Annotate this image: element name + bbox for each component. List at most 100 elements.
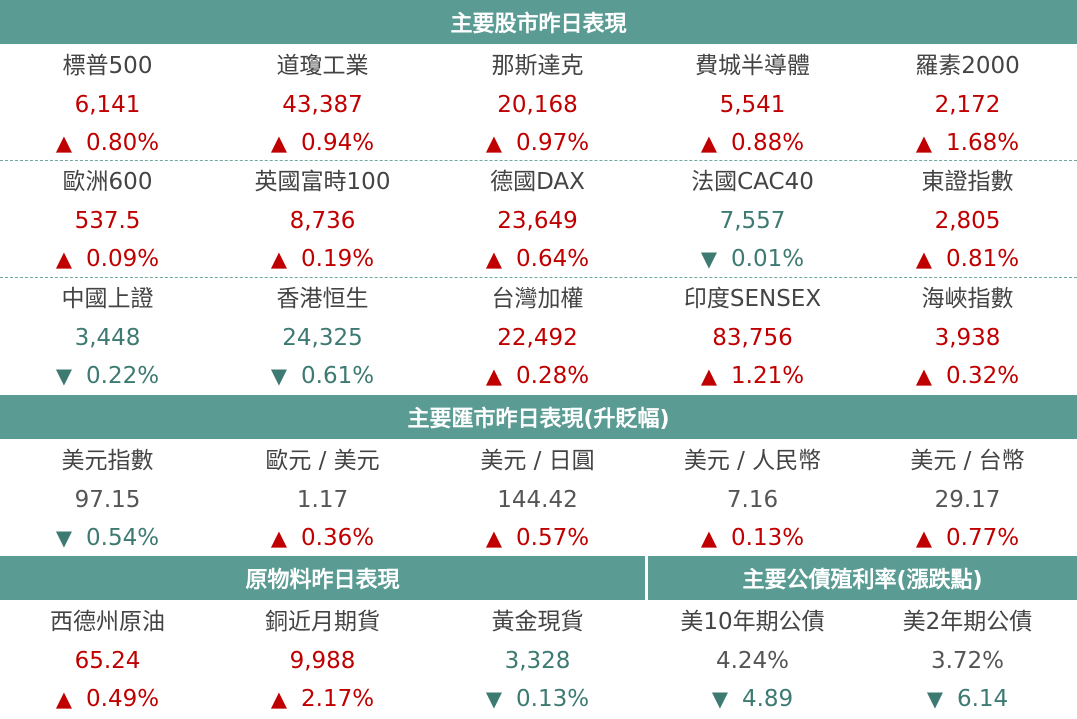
quote-value: 3,448 [74, 324, 141, 351]
quote-change: ▼ 4.89 [645, 680, 860, 719]
quote-change: ▲ 0.94% [215, 124, 430, 163]
quote-name: 銅近月期貨 [265, 608, 380, 635]
quote-name: 道瓊工業 [276, 52, 369, 79]
quote-change-value: 0.13% [516, 686, 590, 713]
quote-name: 那斯達克 [491, 52, 584, 79]
up-arrow-icon: ▲ [270, 687, 288, 712]
quote-change: ▲ 0.88% [645, 124, 860, 163]
up-arrow-icon: ▲ [485, 526, 503, 551]
quote-change-value: 0.01% [731, 246, 805, 273]
commodities-section-header: 原物料昨日表現 [0, 556, 645, 600]
quote-value: 8,736 [289, 207, 356, 234]
quote-change: ▼ 0.13% [430, 680, 645, 719]
quote-change: ▲ 0.13% [645, 519, 860, 558]
quote-name: 羅素2000 [915, 52, 1020, 79]
quote-value: 9,988 [289, 647, 356, 674]
up-arrow-icon: ▲ [270, 247, 288, 272]
quote-change-value: 1.68% [946, 130, 1020, 157]
quote-cell: 銅近月期貨 9,988 ▲ 2.17% [215, 603, 430, 719]
quote-change: ▼ 0.54% [0, 519, 215, 558]
up-arrow-icon: ▲ [700, 131, 718, 156]
quote-name: 費城半導體 [695, 52, 810, 79]
quote-value: 2,805 [934, 207, 1001, 234]
quote-name: 黃金現貨 [491, 608, 584, 635]
quote-change-value: 0.09% [86, 246, 160, 273]
up-arrow-icon: ▲ [270, 526, 288, 551]
quote-change-value: 0.61% [301, 363, 375, 390]
quote-change-value: 6.14 [956, 686, 1009, 713]
quote-cell: 美元 / 人民幣 7.16 ▲ 0.13% [645, 442, 860, 558]
quote-cell: 美2年期公債 3.72% ▼ 6.14 [860, 603, 1075, 719]
quote-name: 美10年期公債 [680, 608, 825, 635]
quote-value: 144.42 [497, 486, 578, 513]
quote-name: 西德州原油 [50, 608, 165, 635]
up-arrow-icon: ▲ [485, 131, 503, 156]
quote-change: ▲ 0.57% [430, 519, 645, 558]
quote-name: 東證指數 [921, 168, 1014, 195]
quote-name: 印度SENSEX [683, 285, 822, 312]
quote-value: 537.5 [74, 207, 141, 234]
fx-section-header: 主要匯市昨日表現(升貶幅) [0, 395, 1077, 439]
quote-value: 6,141 [74, 91, 141, 118]
quote-change: ▲ 0.19% [215, 240, 430, 279]
quote-value: 24,325 [282, 324, 363, 351]
quote-name: 美元 / 人民幣 [683, 447, 822, 474]
quote-change: ▼ 6.14 [860, 680, 1075, 719]
quote-value: 29.17 [934, 486, 1001, 513]
quote-cell: 美10年期公債 4.24% ▼ 4.89 [645, 603, 860, 719]
quote-cell: 標普500 6,141 ▲ 0.80% [0, 47, 215, 163]
quote-cell: 美元指數 97.15 ▼ 0.54% [0, 442, 215, 558]
up-arrow-icon: ▲ [700, 526, 718, 551]
quote-change: ▲ 1.68% [860, 124, 1075, 163]
quote-change-value: 1.21% [731, 363, 805, 390]
up-arrow-icon: ▲ [485, 247, 503, 272]
quote-name: 德國DAX [490, 168, 585, 195]
quote-change: ▲ 0.77% [860, 519, 1075, 558]
quote-name: 美元指數 [61, 447, 154, 474]
quote-change-value: 0.32% [946, 363, 1020, 390]
up-arrow-icon: ▲ [915, 247, 933, 272]
quote-change: ▼ 0.61% [215, 357, 430, 396]
quote-change-value: 0.19% [301, 246, 375, 273]
quote-value: 23,649 [497, 207, 578, 234]
quote-change-value: 0.88% [731, 130, 805, 157]
quote-name: 歐洲600 [62, 168, 153, 195]
quote-change-value: 0.54% [86, 525, 160, 552]
quote-cell: 歐洲600 537.5 ▲ 0.09% [0, 163, 215, 279]
up-arrow-icon: ▲ [55, 687, 73, 712]
down-arrow-icon: ▼ [270, 364, 288, 389]
quote-change-value: 0.64% [516, 246, 590, 273]
down-arrow-icon: ▼ [700, 247, 718, 272]
commodities-section-title: 原物料昨日表現 [245, 568, 400, 593]
quote-name: 香港恒生 [276, 285, 369, 312]
up-arrow-icon: ▲ [55, 247, 73, 272]
quote-cell: 那斯達克 20,168 ▲ 0.97% [430, 47, 645, 163]
quote-cell: 美元 / 台幣 29.17 ▲ 0.77% [860, 442, 1075, 558]
quote-change: ▲ 0.09% [0, 240, 215, 279]
quote-name: 海峽指數 [921, 285, 1014, 312]
up-arrow-icon: ▲ [700, 364, 718, 389]
down-arrow-icon: ▼ [55, 364, 73, 389]
up-arrow-icon: ▲ [485, 364, 503, 389]
quote-change-value: 0.97% [516, 130, 590, 157]
quote-name: 英國富時100 [254, 168, 391, 195]
quote-cell: 歐元 / 美元 1.17 ▲ 0.36% [215, 442, 430, 558]
quote-cell: 羅素2000 2,172 ▲ 1.68% [860, 47, 1075, 163]
quote-change: ▲ 0.49% [0, 680, 215, 719]
quote-value: 3,938 [934, 324, 1001, 351]
quote-change-value: 0.57% [516, 525, 590, 552]
quote-change-value: 0.28% [516, 363, 590, 390]
quote-value: 7.16 [726, 486, 779, 513]
quote-name: 美2年期公債 [902, 608, 1033, 635]
bonds-section-title: 主要公債殖利率(漲跌點) [742, 568, 983, 593]
quote-cell: 德國DAX 23,649 ▲ 0.64% [430, 163, 645, 279]
row-divider [0, 277, 1077, 278]
quote-value: 2,172 [934, 91, 1001, 118]
quote-cell: 海峽指數 3,938 ▲ 0.32% [860, 280, 1075, 396]
quote-change: ▲ 0.32% [860, 357, 1075, 396]
row-divider [0, 160, 1077, 161]
up-arrow-icon: ▲ [915, 131, 933, 156]
up-arrow-icon: ▲ [915, 526, 933, 551]
fx-section-title: 主要匯市昨日表現(升貶幅) [407, 407, 670, 432]
quote-change: ▲ 0.64% [430, 240, 645, 279]
